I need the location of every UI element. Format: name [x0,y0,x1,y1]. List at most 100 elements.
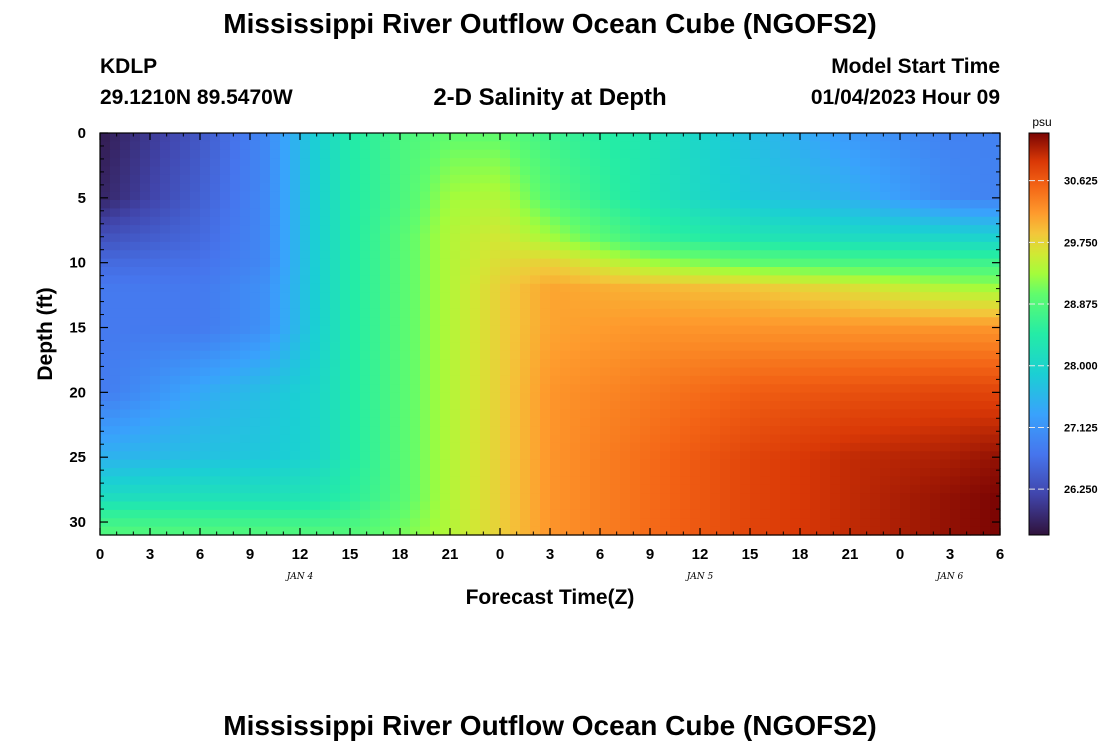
heatmap-cell [130,225,141,235]
heatmap-cell [370,367,381,377]
heatmap-cell [120,216,131,226]
heatmap-cell [180,325,191,335]
heatmap-cell [510,200,521,209]
heatmap-cell [530,375,541,385]
heatmap-cell [840,325,851,335]
heatmap-cell [750,484,761,494]
heatmap-cell [710,241,721,251]
heatmap-cell [930,426,941,436]
heatmap-cell [470,325,481,335]
heatmap-cell [310,451,321,461]
heatmap-cell [180,174,191,184]
heatmap-cell [990,509,1001,519]
heatmap-cell [790,191,801,201]
heatmap-cell [830,518,841,528]
heatmap-cell [300,342,311,352]
heatmap-cell [610,350,621,360]
heatmap-cell [790,367,801,377]
heatmap-cell [130,375,141,385]
heatmap-cell [100,208,111,218]
heatmap-cell [830,493,841,503]
heatmap-cell [140,250,151,260]
heatmap-cell [650,283,661,293]
heatmap-cell [280,225,291,235]
heatmap-cell [520,200,531,209]
heatmap-cell [600,342,611,352]
x-tick-label: 0 [96,546,104,563]
heatmap-cell [720,392,731,402]
heatmap-cell [620,426,631,436]
heatmap-cell [590,183,601,193]
heatmap-cell [830,308,841,318]
heatmap-cell [710,451,721,461]
heatmap-cell [450,401,461,410]
heatmap-cell [900,283,911,293]
heatmap-cell [490,225,501,235]
heatmap-cell [630,267,641,276]
heatmap-cell [580,267,591,276]
heatmap-cell [800,133,811,142]
heatmap-cell [270,225,281,235]
heatmap-cell [680,267,691,276]
heatmap-cell [780,325,791,335]
heatmap-cell [700,283,711,293]
heatmap-cell [360,183,371,193]
heatmap-cell [440,401,451,410]
heatmap-cell [130,468,141,477]
heatmap-cell [450,501,461,511]
heatmap-cell [960,375,971,385]
heatmap-cell [530,493,541,503]
heatmap-cell [370,267,381,276]
heatmap-cell [460,417,471,427]
heatmap-cell [810,300,821,310]
heatmap-cell [590,225,601,235]
heatmap-cell [500,417,511,427]
heatmap-cell [210,334,221,343]
heatmap-cell [170,442,181,452]
heatmap-cell [170,283,181,293]
heatmap-cell [760,308,771,318]
heatmap-cell [410,518,421,528]
heatmap-cell [170,526,181,536]
heatmap-cell [500,325,511,335]
heatmap-cell [980,267,991,276]
heatmap-cell [440,133,451,142]
heatmap-cell [590,401,601,410]
heatmap-cell [830,526,841,536]
heatmap-cell [590,300,601,310]
heatmap-cell [100,225,111,235]
heatmap-cell [840,183,851,193]
heatmap-cell [890,208,901,218]
heatmap-cell [940,158,951,168]
heatmap-cell [560,250,571,260]
heatmap-cell [630,401,641,410]
heatmap-cell [230,317,241,327]
heatmap-cell [300,409,311,419]
heatmap-cell [860,317,871,327]
heatmap-cell [680,308,691,318]
heatmap-cell [320,250,331,260]
heatmap-cell [910,442,921,452]
heatmap-cell [470,300,481,310]
heatmap-cell [290,384,301,394]
heatmap-cell [140,384,151,394]
heatmap-cell [710,426,721,436]
heatmap-cell [780,233,791,243]
heatmap-cell [490,308,501,318]
heatmap-cell [620,174,631,184]
heatmap-cell [150,241,161,251]
heatmap-cell [210,501,221,511]
heatmap-cell [930,308,941,318]
heatmap-cell [160,233,171,243]
heatmap-cell [620,283,631,293]
heatmap-cell [580,225,591,235]
heatmap-cell [870,174,881,184]
heatmap-cell [110,384,121,394]
heatmap-cell [120,476,131,486]
heatmap-cell [720,375,731,385]
heatmap-cell [940,283,951,293]
heatmap-cell [890,191,901,201]
heatmap-cell [350,166,361,176]
heatmap-cell [470,409,481,419]
heatmap-cell [330,141,341,151]
